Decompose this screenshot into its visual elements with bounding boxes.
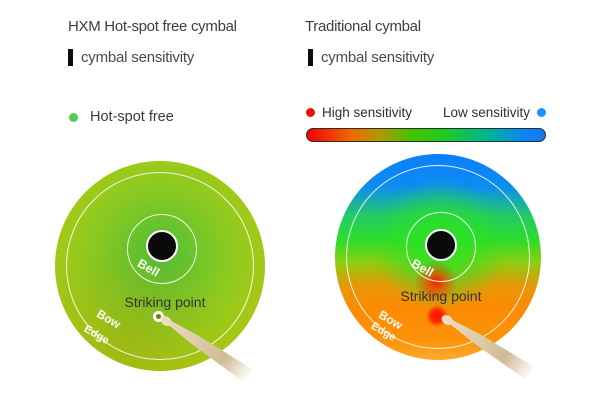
- low-sensitivity-label: Low sensitivity: [442, 105, 530, 120]
- right-title: Traditional cymbal: [305, 18, 421, 35]
- hot-spot-free-dot-icon: [69, 112, 78, 122]
- right-sensitivity-label: cymbal sensitivity: [321, 49, 435, 66]
- high-sensitivity-dot-icon: [306, 108, 315, 117]
- left-bell-ring: [127, 214, 197, 284]
- left-sensitivity-heading: cymbal sensitivity: [68, 49, 194, 66]
- left-title: HXM Hot-spot free cymbal: [68, 18, 237, 35]
- black-bar-icon: [68, 49, 73, 66]
- left-edge-ring: [66, 172, 254, 360]
- traditional-cymbal: Bell Bow Edge Striking point: [335, 154, 541, 360]
- right-edge-ring: [346, 165, 530, 349]
- right-center-hole: [425, 229, 457, 261]
- hot-spot-free-label: Hot-spot free: [90, 109, 174, 125]
- sensitivity-legend-row: High sensitivity Low sensitivity: [306, 105, 546, 120]
- left-sensitivity-label: cymbal sensitivity: [81, 49, 195, 66]
- right-bell-ring: [406, 212, 476, 282]
- low-sensitivity-group: Low sensitivity: [443, 105, 546, 120]
- sensitivity-gradient-bar: [306, 128, 546, 142]
- left-center-hole: [146, 230, 178, 262]
- hot-spot-free-cymbal: Bell Bow Edge Striking point: [55, 161, 265, 371]
- right-sensitivity-heading: cymbal sensitivity: [308, 49, 434, 66]
- left-striking-point-label: Striking point: [124, 294, 206, 310]
- high-sensitivity-label: High sensitivity: [322, 105, 413, 120]
- sensitivity-legend: High sensitivity Low sensitivity: [306, 105, 546, 142]
- hot-spot-free-legend: Hot-spot free: [69, 109, 174, 125]
- right-striking-point-label: Striking point: [400, 288, 482, 304]
- high-sensitivity-group: High sensitivity: [306, 105, 412, 120]
- low-sensitivity-dot-icon: [537, 108, 546, 117]
- black-bar-icon: [308, 49, 313, 66]
